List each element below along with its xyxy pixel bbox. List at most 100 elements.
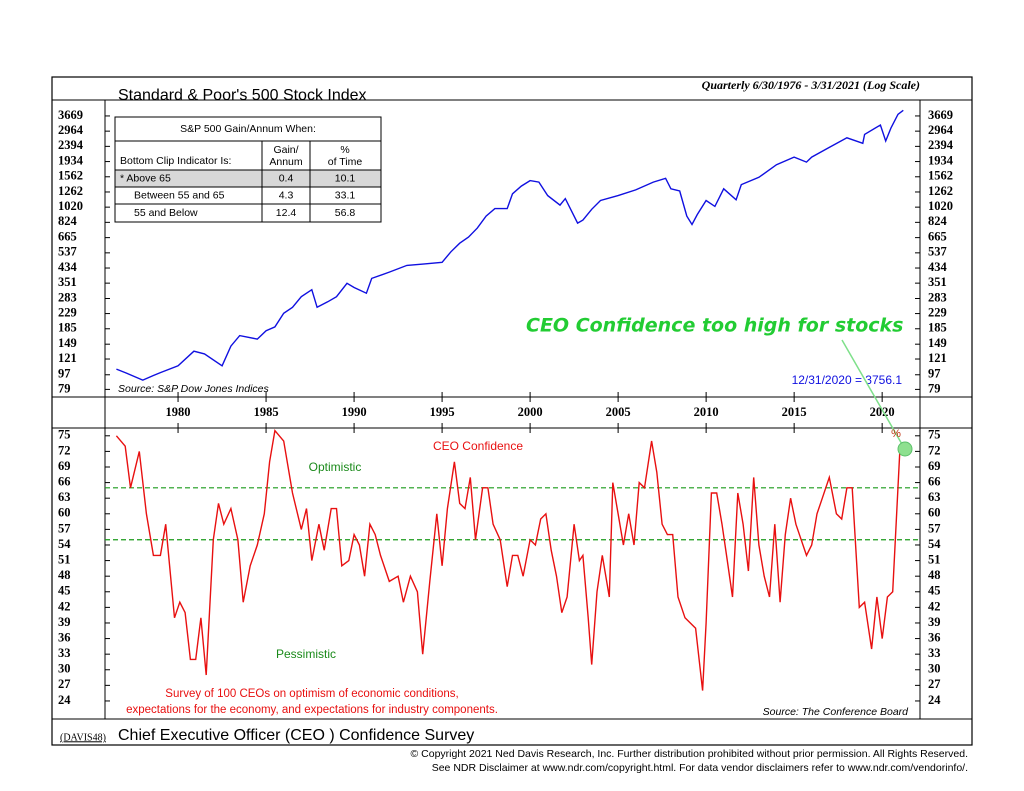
x-tick-label: 2020 xyxy=(870,405,895,419)
y-tick-label: 42 xyxy=(58,599,71,613)
column-header: % xyxy=(340,144,349,156)
y-tick-label: 229 xyxy=(58,305,77,319)
y-tick-label: 665 xyxy=(58,229,77,243)
y-tick-label-right: 537 xyxy=(928,245,947,259)
y-tick-label-right: 39 xyxy=(928,615,941,629)
callout-arrow xyxy=(841,339,904,447)
y-tick-label-right: 1262 xyxy=(928,184,953,198)
y-tick-label: 537 xyxy=(58,245,77,259)
y-tick-label: 51 xyxy=(58,552,71,566)
stats-table: S&P 500 Gain/Annum When: Bottom Clip Ind… xyxy=(114,116,382,223)
y-tick-label: 57 xyxy=(58,521,71,535)
y-tick-label: 72 xyxy=(58,443,71,457)
x-tick-label: 1990 xyxy=(342,405,367,419)
y-tick-label-right: 33 xyxy=(928,646,941,660)
y-tick-label-right: 665 xyxy=(928,229,947,243)
x-tick-label: 1985 xyxy=(254,405,279,419)
chart-code: (DAVIS48) xyxy=(60,732,106,743)
x-tick-label: 2000 xyxy=(518,405,543,419)
column-header: Bottom Clip Indicator Is: xyxy=(120,155,231,167)
source: Source: S&P Dow Jones Indices xyxy=(118,383,270,395)
table-title: S&P 500 Gain/Annum When: xyxy=(180,123,316,135)
y-tick-label: 30 xyxy=(58,662,71,676)
y-tick-label-right: 1562 xyxy=(928,169,953,183)
cell: 33.1 xyxy=(335,189,356,201)
zone-label: Pessimistic xyxy=(276,647,336,661)
cell: 56.8 xyxy=(335,207,356,219)
cell: 0.4 xyxy=(279,172,294,184)
panel-title: CEO Confidence xyxy=(433,439,523,453)
y-tick-label: 1262 xyxy=(58,184,83,198)
y-tick-label-right: 57 xyxy=(928,521,941,535)
y-tick-label: 75 xyxy=(58,428,71,442)
x-tick-label: 1980 xyxy=(166,405,191,419)
marker-label: % xyxy=(891,428,901,440)
y-tick-label-right: 24 xyxy=(928,693,941,707)
copyright: © Copyright 2021 Ned Davis Research, Inc… xyxy=(411,748,969,760)
note: Survey of 100 CEOs on optimism of econom… xyxy=(165,688,458,700)
footer-title: Chief Executive Officer (CEO ) Confidenc… xyxy=(118,727,474,744)
y-tick-label-right: 283 xyxy=(928,290,947,304)
y-tick-label: 63 xyxy=(58,490,71,504)
y-tick-label: 149 xyxy=(58,336,77,350)
y-tick-label: 45 xyxy=(58,584,71,598)
y-tick-label-right: 79 xyxy=(928,381,941,395)
y-tick-label-right: 63 xyxy=(928,490,941,504)
cell: 4.3 xyxy=(279,189,294,201)
y-tick-label-right: 149 xyxy=(928,336,947,350)
outer-frame xyxy=(51,76,973,746)
end-value: 12/31/2020 = 3756.1 xyxy=(792,373,903,387)
y-tick-label-right: 3669 xyxy=(928,108,953,122)
y-tick-label-right: 60 xyxy=(928,506,941,520)
y-tick-label: 54 xyxy=(58,537,71,551)
y-tick-label: 1020 xyxy=(58,199,83,213)
column-header: Gain/ xyxy=(273,144,298,156)
y-tick-label: 3669 xyxy=(58,108,83,122)
note: expectations for the economy, and expect… xyxy=(126,704,498,716)
data-line xyxy=(115,428,901,691)
subtitle: Quarterly 6/30/1976 - 3/31/2021 (Log Sca… xyxy=(702,78,920,92)
y-tick-label-right: 45 xyxy=(928,584,941,598)
row-label: * Above 65 xyxy=(120,172,171,184)
y-tick-label-right: 824 xyxy=(928,214,948,228)
cell: 10.1 xyxy=(335,172,356,184)
column-header: of Time xyxy=(328,156,363,168)
y-tick-label-right: 66 xyxy=(928,474,941,488)
x-tick-label: 2015 xyxy=(782,405,807,419)
column-header: Annum xyxy=(269,156,303,168)
data-line xyxy=(116,109,904,381)
y-tick-label-right: 42 xyxy=(928,599,941,613)
row-label: 55 and Below xyxy=(134,207,198,219)
y-tick-label-right: 1934 xyxy=(928,153,954,167)
y-tick-label-right: 48 xyxy=(928,568,941,582)
y-tick-label-right: 185 xyxy=(928,321,947,335)
y-tick-label: 824 xyxy=(58,214,78,228)
y-tick-label: 434 xyxy=(58,260,78,274)
y-tick-label-right: 27 xyxy=(928,677,941,691)
source: Source: The Conference Board xyxy=(763,706,909,718)
y-tick-label-right: 97 xyxy=(928,367,941,381)
y-tick-label-right: 69 xyxy=(928,459,941,473)
y-tick-label: 39 xyxy=(58,615,71,629)
x-tick-label: 2005 xyxy=(606,405,631,419)
y-tick-label-right: 51 xyxy=(928,552,941,566)
row-label: Between 55 and 65 xyxy=(134,189,225,201)
callout-marker xyxy=(897,441,913,457)
y-tick-label-right: 1020 xyxy=(928,199,953,213)
y-tick-label: 283 xyxy=(58,290,77,304)
y-tick-label: 69 xyxy=(58,459,71,473)
y-tick-label-right: 2394 xyxy=(928,138,954,152)
y-tick-label-right: 434 xyxy=(928,260,948,274)
cell: 12.4 xyxy=(276,207,297,219)
chart-title: Standard & Poor's 500 Stock Index xyxy=(118,87,367,104)
y-tick-label: 2964 xyxy=(58,123,84,137)
y-tick-label-right: 2964 xyxy=(928,123,954,137)
y-tick-label: 27 xyxy=(58,677,71,691)
y-tick-label: 1934 xyxy=(58,153,84,167)
zone-label: Optimistic xyxy=(309,460,362,474)
y-tick-label: 48 xyxy=(58,568,71,582)
y-tick-label: 2394 xyxy=(58,138,84,152)
y-tick-label: 121 xyxy=(58,351,77,365)
y-tick-label: 33 xyxy=(58,646,71,660)
y-tick-label-right: 36 xyxy=(928,630,941,644)
